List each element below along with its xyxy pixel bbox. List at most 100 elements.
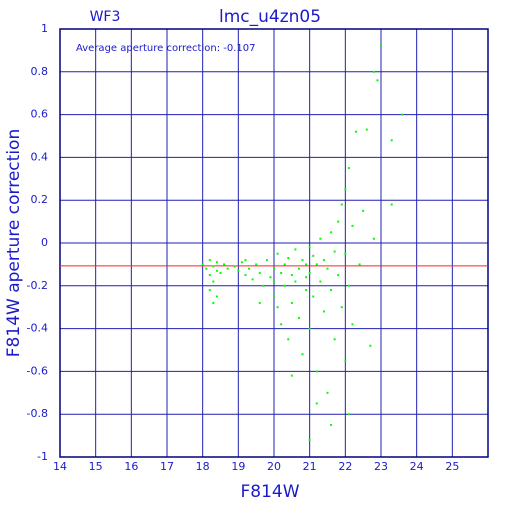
y-tick-label: -0.4 xyxy=(27,322,48,335)
point xyxy=(401,113,404,116)
point xyxy=(297,316,300,319)
point xyxy=(308,327,311,330)
point xyxy=(308,438,311,441)
point xyxy=(255,263,258,266)
point xyxy=(330,289,333,292)
point xyxy=(212,265,215,268)
point xyxy=(233,265,236,268)
point xyxy=(244,259,247,262)
point xyxy=(287,256,290,259)
point xyxy=(262,284,265,287)
point xyxy=(294,280,297,283)
point xyxy=(330,423,333,426)
x-tick-label: 25 xyxy=(445,460,459,473)
point xyxy=(312,254,315,257)
point xyxy=(355,130,358,133)
point xyxy=(362,209,365,212)
point xyxy=(305,289,308,292)
point xyxy=(215,261,218,264)
point xyxy=(326,391,329,394)
point xyxy=(208,274,211,277)
point xyxy=(273,295,275,298)
x-tick-label: 14 xyxy=(53,460,67,473)
point xyxy=(244,274,247,277)
point xyxy=(219,271,222,274)
point xyxy=(351,224,354,227)
point xyxy=(340,306,343,309)
y-tick-label: -0.8 xyxy=(27,407,48,420)
x-axis-label: F814W xyxy=(240,482,299,502)
point xyxy=(297,267,300,270)
x-tick-label: 22 xyxy=(338,460,352,473)
point xyxy=(322,310,325,313)
point xyxy=(315,263,318,266)
point xyxy=(344,252,347,255)
point xyxy=(347,284,350,287)
point xyxy=(344,188,347,191)
point xyxy=(208,259,211,262)
point xyxy=(248,267,251,270)
y-tick-label: -0.6 xyxy=(27,364,48,377)
point xyxy=(347,167,350,170)
point xyxy=(251,278,254,281)
point xyxy=(290,274,293,277)
point xyxy=(290,374,293,377)
point xyxy=(376,79,379,82)
y-tick-label: 0 xyxy=(41,236,48,249)
point xyxy=(258,271,261,274)
chart-title: lmc_u4zn05 xyxy=(219,7,321,27)
y-tick-label: -1 xyxy=(37,450,48,463)
x-tick-label: 15 xyxy=(89,460,103,473)
point xyxy=(283,284,286,287)
point xyxy=(301,353,304,356)
x-tick-label: 23 xyxy=(374,460,388,473)
point xyxy=(305,263,308,266)
point xyxy=(315,370,318,373)
y-tick-label: 0.2 xyxy=(31,193,49,206)
point xyxy=(223,263,226,266)
point xyxy=(305,276,308,279)
point xyxy=(273,267,275,270)
point xyxy=(358,263,361,266)
point xyxy=(312,295,315,298)
point xyxy=(226,267,229,270)
point xyxy=(365,128,368,131)
y-axis-label: F814W aperture correction xyxy=(4,129,24,357)
y-tick-label: 0.4 xyxy=(31,150,49,163)
point xyxy=(273,280,275,283)
point xyxy=(294,248,297,251)
point xyxy=(201,263,204,266)
point xyxy=(290,301,293,304)
point xyxy=(390,203,393,206)
point xyxy=(344,359,347,362)
point xyxy=(351,323,354,326)
point xyxy=(308,271,311,274)
point xyxy=(212,301,215,304)
point xyxy=(240,261,243,264)
annotation: Average aperture correction: -0.107 xyxy=(76,43,256,54)
point xyxy=(308,246,311,249)
point xyxy=(326,267,329,270)
point xyxy=(280,323,283,326)
point xyxy=(390,139,393,142)
point xyxy=(276,306,279,309)
y-tick-label: 1 xyxy=(41,22,48,35)
point xyxy=(333,338,336,341)
point xyxy=(330,231,333,234)
point xyxy=(319,280,322,283)
point xyxy=(337,220,340,223)
point xyxy=(319,237,322,240)
point xyxy=(215,269,218,272)
point xyxy=(212,280,215,283)
x-tick-label: 24 xyxy=(410,460,424,473)
point xyxy=(280,271,283,274)
point xyxy=(215,295,218,298)
plot-frame xyxy=(59,28,489,458)
point xyxy=(333,250,336,253)
point xyxy=(276,252,279,255)
point xyxy=(347,413,350,416)
point xyxy=(283,263,286,266)
point xyxy=(205,267,208,270)
point xyxy=(380,42,382,45)
x-tick-label: 18 xyxy=(196,460,210,473)
